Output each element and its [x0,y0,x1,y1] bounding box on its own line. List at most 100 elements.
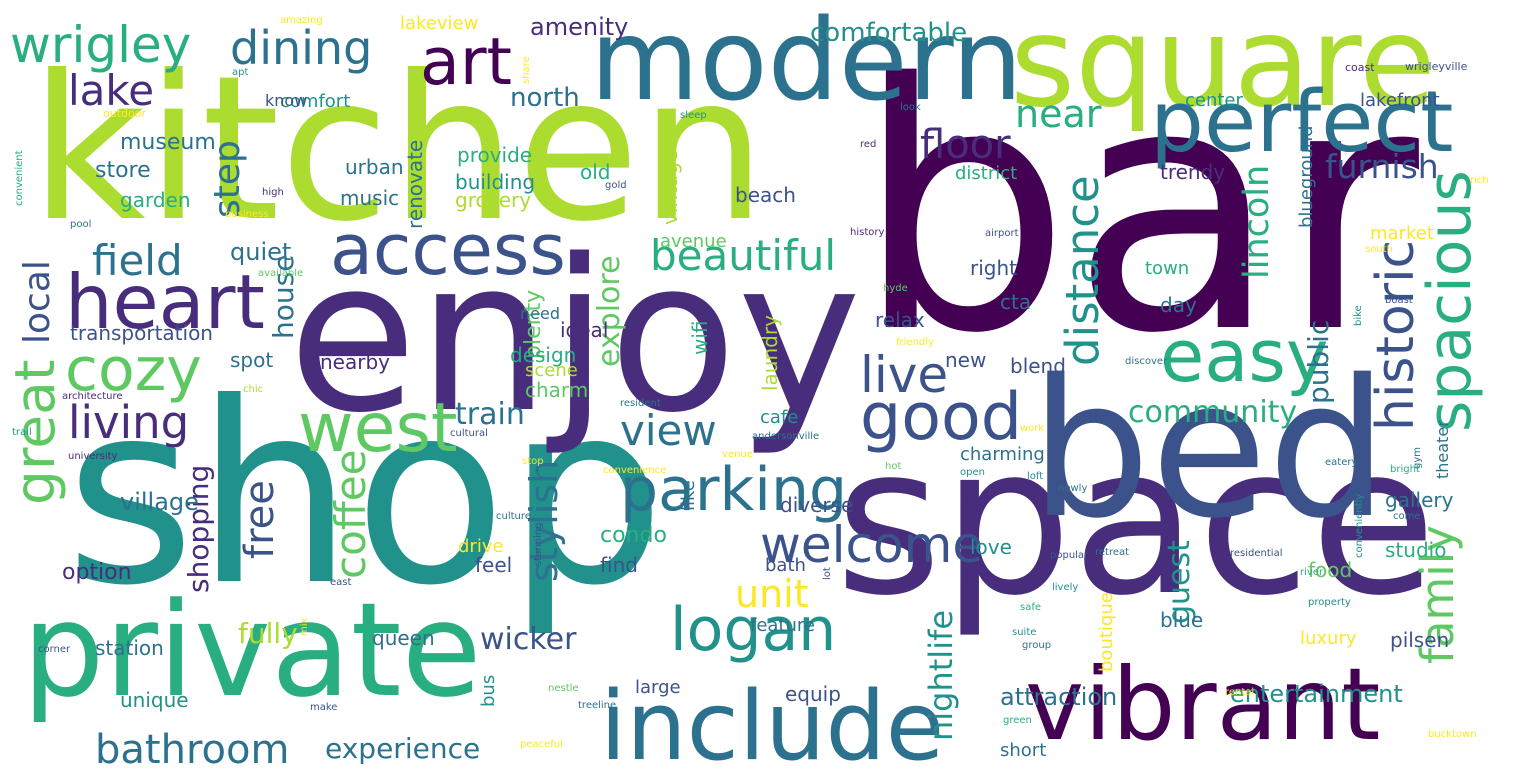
cloud-word: suite [1012,627,1037,638]
cloud-word: nearby [320,350,390,374]
cloud-word: near [1015,92,1102,136]
cloud-word: mix [299,617,310,636]
cloud-word: transportation [70,321,213,345]
cloud-word: drive [458,536,504,557]
cloud-word: vibrant [1025,646,1381,763]
cloud-word: charming [960,444,1045,465]
cloud-word: town [1145,258,1190,279]
cloud-word: venue [722,449,753,460]
cloud-word: urban [345,155,404,179]
cloud-word: charm [525,378,589,402]
cloud-word: beach [735,183,796,207]
cloud-word: north [510,83,580,113]
cloud-word: nightlife [922,609,960,741]
cloud-word: wicker [480,622,577,657]
cloud-word: apt [232,67,249,78]
cloud-word: perfect [1150,73,1454,172]
cloud-word: feel [475,553,513,577]
cloud-word: entertainment [1230,680,1403,708]
cloud-word: spacious [1415,170,1485,432]
cloud-word: river [1300,567,1324,578]
cloud-word: train [455,397,525,432]
cloud-word: friendly [896,337,934,348]
cloud-word: vintage [658,149,682,225]
cloud-word: distance [1056,175,1109,366]
cloud-word: lake [68,66,155,115]
cloud-word: retreat [1095,547,1130,558]
cloud-word: queen [372,626,435,650]
cloud-word: grocery [455,188,532,212]
cloud-word: wifi [688,320,712,355]
cloud-word: find [600,553,638,577]
cloud-word: modern [590,0,1023,126]
cloud-word: south [1365,244,1393,255]
cloud-word: field [92,236,183,285]
cloud-word: dining [230,21,373,75]
cloud-word: feature [750,615,815,636]
cloud-word: rental [1225,687,1255,698]
cloud-word: laundry [758,315,782,391]
cloud-word: renovate [403,139,427,229]
cloud-word: rich [1470,175,1489,186]
cloud-word: quiet [230,238,292,266]
cloud-word: pool [70,219,92,230]
cloud-word: historic [1366,239,1426,431]
cloud-word: blend [1010,354,1066,378]
cloud-word: property [1308,597,1351,608]
cloud-word: andersonville [752,431,820,442]
cloud-word: newly [1058,483,1088,494]
cloud-word: center [1185,90,1243,111]
cloud-word: amazing [280,15,323,26]
cloud-word: bike [1353,305,1364,326]
cloud-word: shopping [182,464,215,593]
cloud-word: bus [478,674,499,707]
cloud-word: share [521,56,532,84]
cloud-word: food [1308,558,1353,582]
cloud-word: amenity [530,13,629,41]
cloud-word: stop [522,456,544,467]
cloud-word: new [945,348,987,372]
cloud-word: enjoy [288,214,862,459]
cloud-word: beautiful [650,231,837,280]
cloud-word: view [620,406,717,455]
cloud-word: blue [1160,608,1204,632]
cloud-word: east [330,577,352,588]
cloud-word: lively [1052,582,1079,593]
cloud-word: option [62,560,132,585]
cloud-word: available [258,268,304,279]
cloud-word: music [340,186,400,210]
cloud-word: market [1370,223,1434,244]
cloud-word: convenient [14,150,25,206]
cloud-word: peaceful [520,739,563,750]
cloud-word: parking [620,455,848,525]
cloud-word: include [600,672,945,782]
cloud-word: right [970,256,1017,280]
cloud-word: stunning [533,522,544,566]
cloud-word: village [120,488,199,516]
cloud-word: coast [1345,61,1375,74]
cloud-word: ideal [560,318,609,342]
cloud-word: furnish [1325,147,1439,186]
cloud-word: group [1022,640,1052,651]
cloud-word: sleep [680,110,707,121]
cloud-word: shop [65,349,666,640]
cloud-word: equip [785,682,841,706]
cloud-word: cozy [65,335,202,405]
cloud-word: art [420,25,513,100]
cloud-word: luxury [1300,628,1357,649]
cloud-word: work [1020,423,1045,434]
cloud-word: building [455,170,536,194]
cloud-word: comfort [280,91,351,112]
cloud-word: welcome [760,516,984,574]
cloud-word: district [955,163,1018,184]
cloud-word: bed [1030,339,1389,560]
cloud-word: hot [885,461,902,472]
cloud-word: make [310,702,338,713]
cloud-word: theater [1433,420,1452,479]
cloud-word: station [95,636,164,660]
cloud-word: loft [1027,471,1044,482]
cloud-word: airport [985,228,1019,239]
cloud-word: wrigleyville [1405,60,1468,73]
cloud-word: lincoln [1237,164,1277,279]
cloud-word: treeline [578,700,617,711]
